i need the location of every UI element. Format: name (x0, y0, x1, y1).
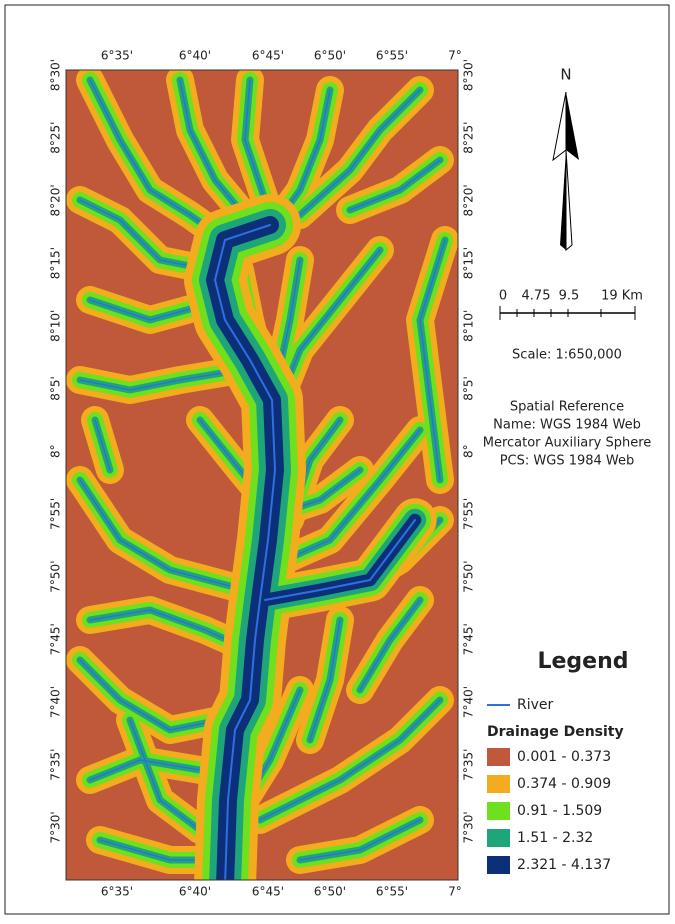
spatial-reference: Name: WGS 1984 Web (493, 418, 641, 433)
lat-label: 7°50' (49, 560, 63, 592)
lat-label: 7°40' (462, 686, 476, 718)
legend-swatch (487, 829, 510, 847)
lon-label: 6°55' (376, 885, 408, 899)
lon-label: 6°55' (376, 49, 408, 63)
lat-label: 8°15' (462, 247, 476, 279)
lon-label: 6°35' (101, 49, 133, 63)
lat-label: 8°15' (49, 247, 63, 279)
lat-label: 7°55' (49, 498, 63, 530)
map-page: 6°35' 6°35' 6°40' 6°40' 6°45' 6°45' 6°50' 6°50'… (0, 0, 675, 920)
lat-label: 8°20' (49, 184, 63, 216)
legend-label: 0.001 - 0.373 (517, 749, 611, 765)
lat-label: 8° (49, 444, 63, 458)
lon-label: 6°50' (314, 49, 346, 63)
arrow-tail-right (566, 150, 572, 250)
lat-label: 7°45' (49, 623, 63, 655)
lon-label: 6°45' (252, 49, 284, 63)
legend-label: 2.321 - 4.137 (517, 857, 611, 873)
scale-label: 4.75 (522, 289, 551, 304)
arrow-right (566, 92, 579, 160)
lat-label: 7°30' (462, 811, 476, 843)
lon-label: 6°50' (314, 885, 346, 899)
lon-label: 6°45' (252, 885, 284, 899)
lat-label: 8°5' (49, 376, 63, 401)
lat-label: 7°45' (462, 623, 476, 655)
lat-label: 7°35' (462, 749, 476, 781)
lon-label: 6°40' (179, 49, 211, 63)
scale-label: 19 Km (601, 289, 643, 304)
spatial-reference: Spatial Reference (510, 400, 624, 415)
legend-label: 0.374 - 0.909 (517, 776, 611, 792)
legend-class-title: Drainage Density (487, 724, 624, 740)
lat-label: 8°10' (462, 310, 476, 342)
lat-label: 8°20' (462, 184, 476, 216)
lat-label: 8° (462, 444, 476, 458)
lon-label: 7° (448, 49, 462, 63)
lat-label: 7°55' (462, 498, 476, 530)
legend-swatch (487, 802, 510, 820)
arrow-tail-left (560, 150, 566, 250)
lat-label: 8°25' (49, 122, 63, 154)
legend-swatch (487, 748, 510, 766)
lon-label: 6°40' (179, 885, 211, 899)
lat-label: 8°5' (462, 376, 476, 401)
lat-label: 8°10' (49, 310, 63, 342)
spatial-reference: PCS: WGS 1984 Web (500, 454, 635, 469)
lat-label: 7°35' (49, 749, 63, 781)
lat-label: 7°30' (49, 811, 63, 843)
lon-label: 7° (448, 885, 462, 899)
scale-text: Scale: 1:650,000 (512, 348, 622, 363)
arrow-left (553, 92, 566, 160)
spatial-reference: Mercator Auxiliary Sphere (483, 436, 652, 451)
lat-label: 8°30' (462, 59, 476, 91)
scale-bar: 0 4.75 9.5 19 Km (499, 289, 643, 321)
legend-river-label: River (517, 697, 554, 713)
scale-label: 9.5 (559, 289, 580, 304)
north-label: N (560, 66, 571, 84)
lat-label: 7°40' (49, 686, 63, 718)
scale-label: 0 (499, 289, 507, 304)
legend-swatch (487, 856, 510, 874)
lat-label: 7°50' (462, 560, 476, 592)
lon-label: 6°35' (101, 885, 133, 899)
legend-label: 0.91 - 1.509 (517, 803, 602, 819)
legend-label: 1.51 - 2.32 (517, 830, 593, 846)
lat-label: 8°30' (49, 59, 63, 91)
legend: Legend River Drainage Density 0.001 - 0.… (487, 649, 629, 874)
map-area (66, 70, 458, 885)
north-arrow: N (553, 66, 579, 251)
lat-label: 8°25' (462, 122, 476, 154)
legend-swatch (487, 775, 510, 793)
legend-title: Legend (537, 649, 628, 674)
